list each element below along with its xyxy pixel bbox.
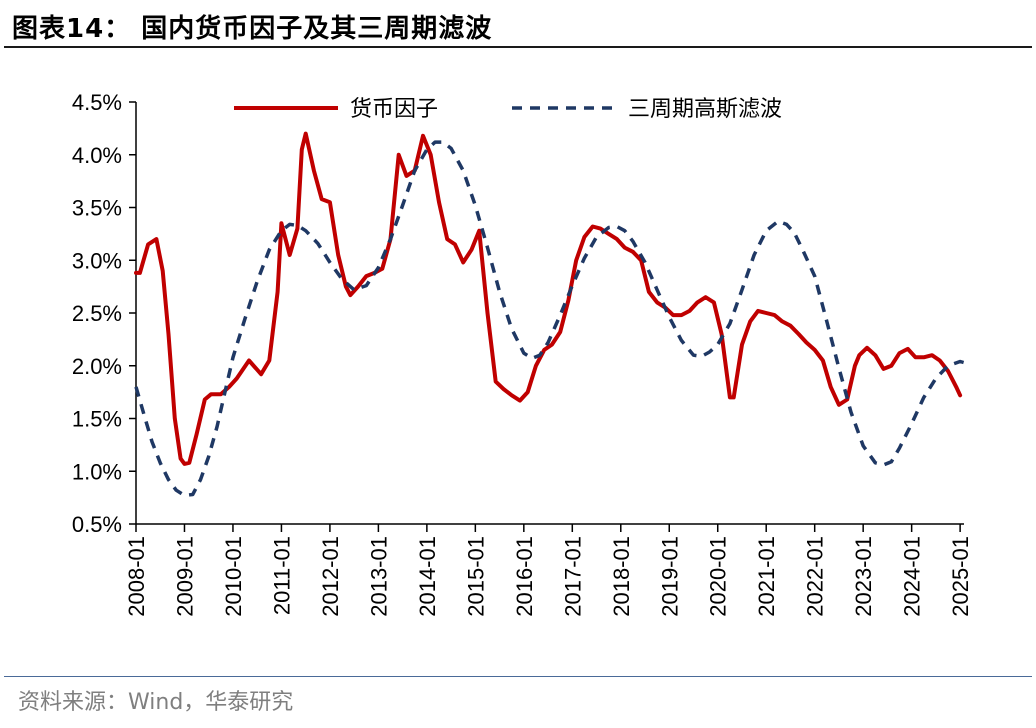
y-tick-label: 3.5%: [72, 196, 122, 221]
x-tick-label: 2018-01: [609, 536, 634, 617]
x-tick-label: 2020-01: [706, 536, 731, 617]
y-tick-label: 2.5%: [72, 301, 122, 326]
source-note: 资料来源：Wind，华泰研究: [18, 690, 294, 715]
y-tick-label: 4.5%: [72, 90, 122, 115]
x-tick-label: 2010-01: [221, 536, 246, 617]
x-tick-label: 2012-01: [318, 536, 343, 617]
x-tick-label: 2023-01: [851, 536, 876, 617]
x-tick-label: 2021-01: [754, 536, 779, 617]
y-tick-label: 2.0%: [72, 354, 122, 379]
x-tick-label: 2011-01: [269, 536, 294, 615]
x-tick-label: 2013-01: [366, 536, 391, 617]
top-rule: [4, 46, 1032, 48]
x-tick-label: 2016-01: [512, 536, 537, 617]
y-axis-ticks: 0.5% 1.0% 1.5% 2.0% 2.5% 3.0% 3.5% 4.0% 4.5%: [72, 90, 136, 537]
chart-axes: [135, 102, 964, 525]
x-tick-label: 2008-01: [124, 536, 149, 617]
x-tick-label: 2024-01: [900, 536, 925, 617]
line-chart: 0.5% 1.0% 1.5% 2.0% 2.5% 3.0% 3.5% 4.0% 4.5% 200…: [72, 90, 973, 617]
x-tick-label: 2009-01: [172, 536, 197, 617]
x-axis-ticks: 2008-01 2009-01 2010-01 2011-01 2012-01 2013-…: [124, 524, 973, 617]
x-tick-label: 2017-01: [560, 536, 585, 617]
chart-series: [134, 131, 965, 498]
bottom-rule: [4, 676, 1032, 677]
y-tick-label: 1.0%: [72, 459, 122, 484]
y-tick-label: 3.0%: [72, 248, 122, 273]
x-tick-label: 2014-01: [415, 536, 440, 617]
chart-legend: 货币因子 三周期高斯滤波: [234, 97, 782, 122]
money-factor-line: [134, 131, 963, 466]
filter-line: [134, 140, 965, 498]
y-tick-label: 0.5%: [72, 512, 122, 537]
legend-money-factor-label: 货币因子: [350, 97, 438, 122]
x-tick-label: 2022-01: [803, 536, 828, 617]
y-tick-label: 1.5%: [72, 407, 122, 432]
figure-title: 图表14： 国内货币因子及其三周期滤波: [12, 14, 493, 44]
x-tick-label: 2015-01: [463, 536, 488, 617]
x-tick-label: 2025-01: [948, 536, 973, 617]
legend-filter-label: 三周期高斯滤波: [628, 97, 782, 122]
y-tick-label: 4.0%: [72, 143, 122, 168]
x-tick-label: 2019-01: [657, 536, 682, 617]
title-bar: 图表14： 国内货币因子及其三周期滤波: [0, 0, 1036, 48]
